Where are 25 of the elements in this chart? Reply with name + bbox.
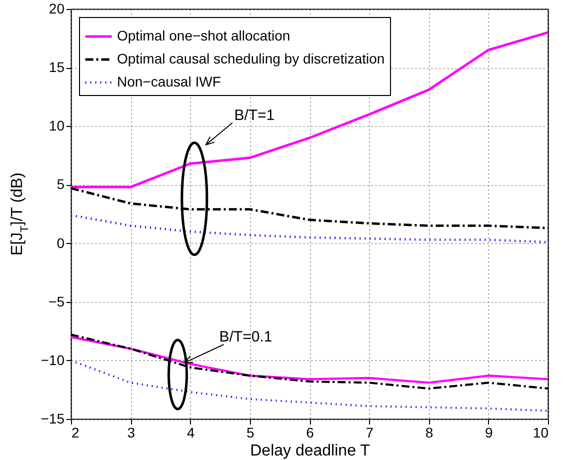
y-tick-label: −15 <box>40 410 65 426</box>
x-tick-label: 5 <box>246 424 254 440</box>
x-tick-label: 9 <box>484 424 493 440</box>
annotation: B/T=1 <box>234 106 275 124</box>
y-tick-label: 10 <box>48 118 65 134</box>
y-tick-label: −5 <box>48 293 65 310</box>
annotation: B/T=0.1 <box>219 328 272 346</box>
legend-label: Optimal one−shot allocation <box>117 28 290 44</box>
y-tick-label: −10 <box>40 352 65 368</box>
legend-label: Optimal causal scheduling by discretization <box>117 50 385 66</box>
y-tick-label: 5 <box>56 176 65 192</box>
x-tick-label: 7 <box>366 424 374 440</box>
x-axis-title: Delay deadline T <box>250 442 370 460</box>
x-tick-label: 2 <box>72 424 80 440</box>
x-tick-label: 3 <box>127 424 136 440</box>
legend-label: Non−causal IWF <box>117 74 221 90</box>
y-tick-label: 15 <box>48 59 65 76</box>
x-tick-label: 10 <box>532 424 549 440</box>
y-tick-label: 0 <box>56 234 65 251</box>
y-tick-label: 20 <box>48 0 65 16</box>
line-series <box>70 359 549 412</box>
x-tick-label: 6 <box>306 424 314 440</box>
x-tick-label: 8 <box>425 424 434 440</box>
line-series <box>70 31 550 188</box>
x-tick-label: 4 <box>186 424 195 440</box>
